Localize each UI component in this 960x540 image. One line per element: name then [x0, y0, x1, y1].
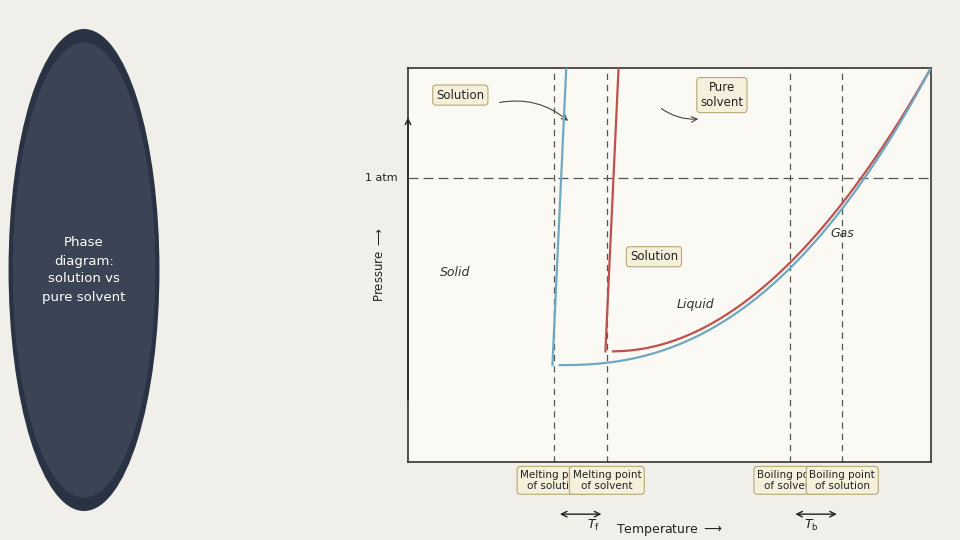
- Text: Boiling point
of solution: Boiling point of solution: [809, 469, 876, 491]
- Text: $T_\mathrm{f}$: $T_\mathrm{f}$: [588, 518, 600, 533]
- Text: $T_\mathrm{b}$: $T_\mathrm{b}$: [804, 518, 818, 533]
- Text: Solid: Solid: [440, 266, 470, 279]
- Text: Boiling point
of solvent: Boiling point of solvent: [757, 469, 823, 491]
- Text: Pressure $\longrightarrow$: Pressure $\longrightarrow$: [372, 227, 386, 302]
- Text: Pure
solvent: Pure solvent: [701, 81, 743, 109]
- Text: Melting point
of solvent: Melting point of solvent: [572, 469, 641, 491]
- Text: Temperature $\longrightarrow$: Temperature $\longrightarrow$: [616, 522, 723, 538]
- Text: Melting point
of solution: Melting point of solution: [520, 469, 588, 491]
- Text: Solution: Solution: [630, 250, 678, 263]
- Circle shape: [10, 30, 158, 510]
- Text: Liquid: Liquid: [677, 298, 714, 310]
- Text: Phase
diagram:
solution vs
pure solvent: Phase diagram: solution vs pure solvent: [42, 237, 126, 303]
- Text: Gas: Gas: [830, 227, 854, 240]
- Text: Solution: Solution: [436, 89, 485, 102]
- Circle shape: [13, 43, 155, 497]
- Text: 1 atm: 1 atm: [365, 173, 397, 183]
